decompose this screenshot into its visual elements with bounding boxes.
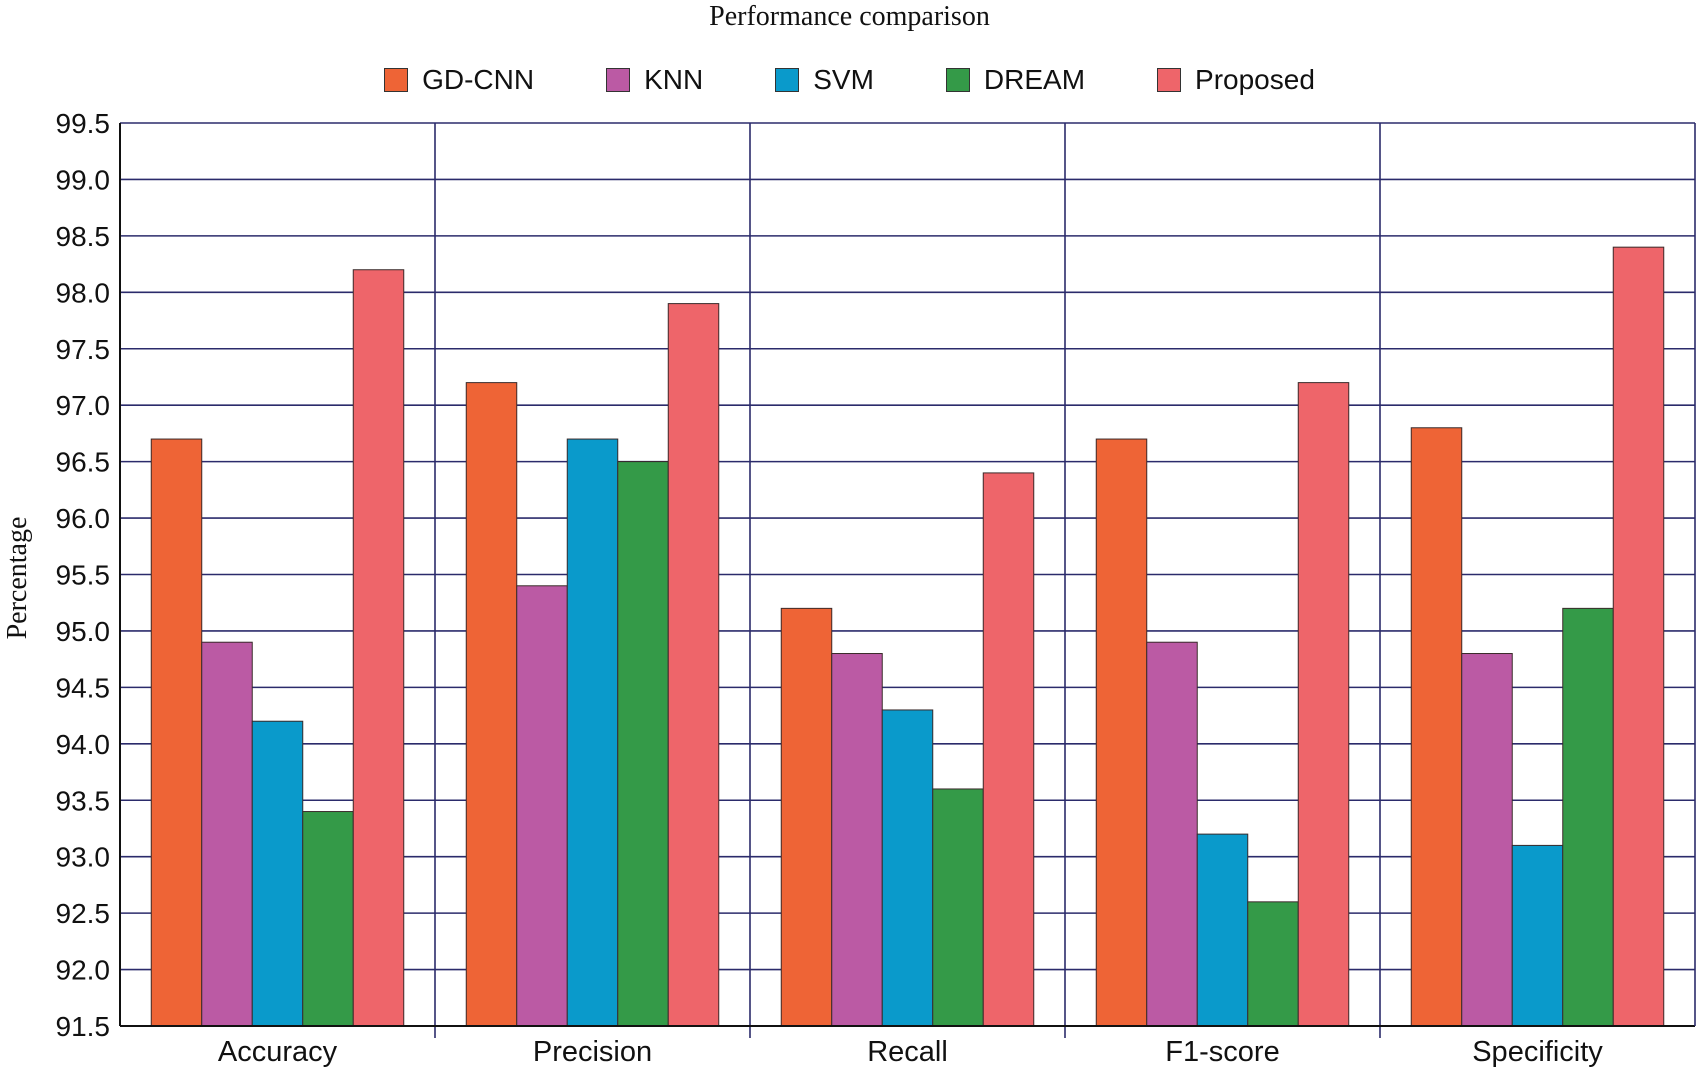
legend-item-dream: DREAM	[945, 64, 1086, 96]
y-tick-label: 97.0	[56, 390, 111, 421]
y-tick-label: 93.5	[56, 785, 111, 816]
bar-svm-f1-score	[1196, 833, 1249, 1027]
legend: GD-CNN KNN SVM DREAM Proposed	[0, 58, 1699, 102]
legend-label-gd-cnn: GD-CNN	[422, 64, 535, 95]
bar-dream-specificity	[1562, 607, 1614, 1027]
bar-proposed-precision	[667, 303, 720, 1027]
bar-dream-precision	[617, 461, 669, 1027]
legend-swatch-svm	[775, 68, 800, 92]
y-tick-label: 95.5	[56, 560, 111, 591]
bar-dream-recall	[932, 788, 984, 1027]
legend-label-knn: KNN	[644, 64, 704, 95]
bar-proposed-recall	[982, 472, 1035, 1027]
bar-gd-cnn-specificity	[1410, 427, 1463, 1027]
y-tick-label: 91.5	[56, 1011, 111, 1042]
legend-label-proposed: Proposed	[1195, 64, 1315, 95]
bar-svm-accuracy	[251, 720, 304, 1027]
legend-label-dream: DREAM	[983, 64, 1086, 95]
x-tick-label-f1-score: F1-score	[1165, 1036, 1279, 1068]
legend-item-proposed: Proposed	[1157, 64, 1315, 96]
bar-svm-precision	[566, 438, 619, 1027]
x-tick-label-specificity: Specificity	[1472, 1036, 1603, 1068]
y-tick-label: 96.0	[56, 503, 111, 534]
y-tick-label: 96.5	[56, 447, 111, 478]
bar-proposed-specificity	[1612, 246, 1665, 1027]
bar-knn-f1-score	[1146, 641, 1198, 1027]
y-tick-label: 94.5	[56, 672, 111, 703]
y-tick-label: 97.5	[56, 334, 111, 365]
y-tick-label: 92.5	[56, 898, 111, 929]
y-tick-label: 92.0	[56, 955, 111, 986]
y-tick-label: 98.0	[56, 277, 111, 308]
bar-knn-recall	[831, 653, 883, 1027]
chart-title: Performance comparison	[709, 1, 990, 32]
axes: 91.5 92.0 92.5 93.0 93.5 94.0 94.5 95.0 95.5 96.0…	[56, 108, 1696, 1068]
y-axis-title: Percentage	[2, 517, 33, 640]
legend-swatch-dream	[945, 68, 970, 92]
legend-swatch-knn	[606, 68, 631, 92]
y-tick-label: 99.0	[56, 164, 111, 195]
y-tick-label: 93.0	[56, 842, 111, 873]
bar-svm-specificity	[1511, 844, 1564, 1027]
bar-svm-recall	[881, 709, 934, 1027]
x-tick-label-precision: Precision	[533, 1036, 652, 1068]
bar-gd-cnn-accuracy	[150, 438, 203, 1027]
legend-swatch-gd-cnn	[384, 68, 409, 92]
bar-proposed-accuracy	[352, 269, 405, 1027]
bar-knn-specificity	[1461, 653, 1513, 1027]
bar-gd-cnn-recall	[780, 607, 833, 1027]
bar-gd-cnn-precision	[465, 382, 518, 1027]
bar-knn-accuracy	[201, 641, 253, 1027]
legend-item-knn: KNN	[606, 64, 703, 96]
y-tick-label: 94.0	[56, 729, 111, 760]
legend-label-svm: SVM	[813, 64, 874, 95]
bar-proposed-f1-score	[1297, 382, 1350, 1027]
y-tick-label: 95.0	[56, 616, 111, 647]
bar-gd-cnn-f1-score	[1095, 438, 1148, 1027]
x-tick-label-accuracy: Accuracy	[218, 1036, 338, 1068]
y-tick-label: 99.5	[56, 108, 111, 139]
legend-item-gd-cnn: GD-CNN	[384, 64, 534, 96]
x-tick-label-recall: Recall	[867, 1036, 948, 1068]
legend-item-svm: SVM	[775, 64, 874, 96]
legend-swatch-proposed	[1157, 68, 1182, 92]
y-tick-label: 98.5	[56, 221, 111, 252]
bar-knn-precision	[516, 585, 568, 1027]
bar-dream-accuracy	[302, 811, 354, 1027]
bars	[150, 246, 1665, 1027]
bar-dream-f1-score	[1247, 901, 1299, 1027]
